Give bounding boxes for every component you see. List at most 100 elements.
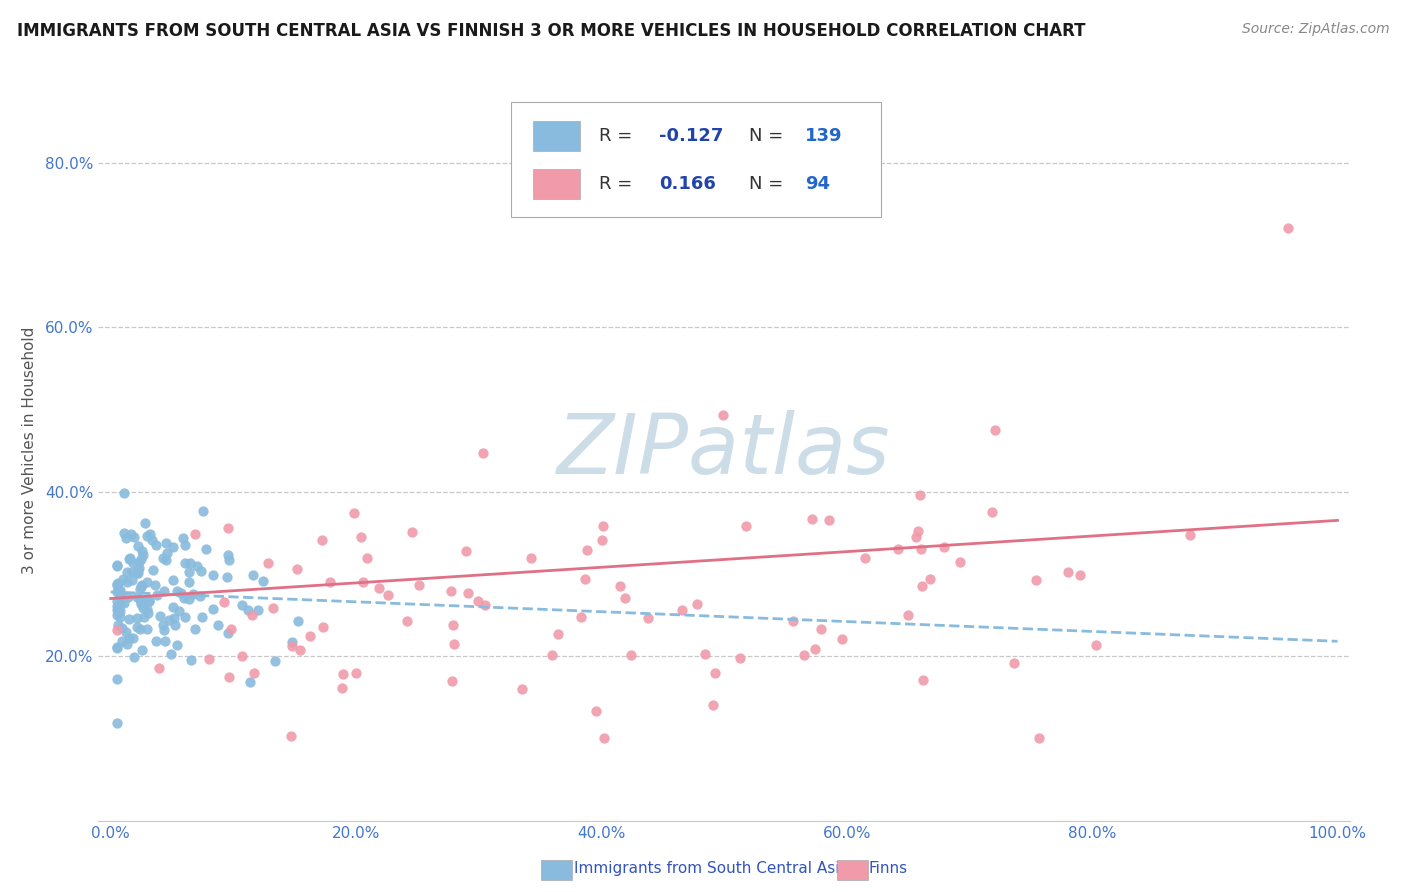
Point bbox=[162, 541, 184, 555]
Point bbox=[569, 609, 592, 624]
Point bbox=[1028, 731, 1050, 746]
Point bbox=[287, 561, 309, 575]
Point bbox=[174, 610, 197, 624]
Point bbox=[152, 584, 174, 599]
Point bbox=[162, 599, 184, 614]
Point bbox=[128, 555, 150, 569]
Point bbox=[356, 551, 378, 566]
Point bbox=[129, 582, 152, 596]
Point bbox=[686, 597, 709, 611]
Point bbox=[157, 613, 180, 627]
Point bbox=[217, 521, 239, 535]
Point bbox=[173, 591, 195, 605]
Point bbox=[520, 551, 543, 566]
Point bbox=[163, 611, 186, 625]
Point bbox=[173, 556, 195, 570]
Point bbox=[352, 575, 374, 590]
Point bbox=[637, 611, 659, 625]
FancyBboxPatch shape bbox=[512, 103, 880, 218]
Point bbox=[332, 667, 354, 681]
Point bbox=[118, 612, 141, 626]
Point bbox=[231, 598, 253, 612]
Point bbox=[801, 512, 824, 526]
Point bbox=[474, 598, 496, 612]
Y-axis label: 3 or more Vehicles in Household: 3 or more Vehicles in Household bbox=[21, 326, 37, 574]
Point bbox=[221, 622, 243, 636]
Point bbox=[810, 623, 832, 637]
Point bbox=[142, 562, 165, 576]
Point bbox=[121, 573, 143, 587]
Point bbox=[1277, 221, 1299, 235]
Point bbox=[613, 591, 636, 605]
Text: 94: 94 bbox=[806, 175, 831, 193]
Point bbox=[122, 556, 145, 570]
Point bbox=[136, 606, 159, 620]
Point bbox=[105, 640, 128, 654]
Text: Source: ZipAtlas.com: Source: ZipAtlas.com bbox=[1241, 22, 1389, 37]
Point bbox=[105, 577, 128, 591]
Point bbox=[136, 601, 159, 615]
Point bbox=[236, 603, 259, 617]
Point bbox=[377, 588, 399, 602]
Point bbox=[108, 610, 131, 624]
Point bbox=[440, 673, 463, 688]
Point bbox=[122, 650, 145, 665]
Point bbox=[887, 541, 910, 556]
Point bbox=[510, 681, 533, 696]
Point bbox=[125, 590, 148, 604]
Point bbox=[107, 641, 129, 656]
Point bbox=[179, 556, 201, 570]
Point bbox=[620, 648, 643, 662]
Point bbox=[162, 573, 184, 587]
Point bbox=[129, 578, 152, 592]
Point bbox=[395, 614, 418, 628]
Point bbox=[804, 642, 827, 657]
Point bbox=[190, 564, 212, 578]
Point bbox=[215, 569, 238, 583]
Point bbox=[246, 603, 269, 617]
Point bbox=[127, 539, 149, 553]
Text: ZIPatlas: ZIPatlas bbox=[557, 410, 891, 491]
Point bbox=[330, 681, 353, 695]
Point bbox=[730, 651, 752, 665]
Point bbox=[1002, 656, 1025, 670]
Point bbox=[145, 588, 167, 602]
Point bbox=[217, 625, 239, 640]
Point bbox=[918, 573, 941, 587]
Point bbox=[408, 578, 430, 592]
Point bbox=[1085, 638, 1108, 652]
Point bbox=[457, 586, 479, 600]
Point bbox=[122, 530, 145, 544]
Point bbox=[134, 595, 156, 609]
Point bbox=[163, 618, 186, 632]
Point bbox=[145, 633, 167, 648]
Text: 0.166: 0.166 bbox=[659, 175, 716, 193]
Point bbox=[122, 631, 145, 645]
Point bbox=[136, 529, 159, 543]
Text: -0.127: -0.127 bbox=[659, 127, 724, 145]
Point bbox=[118, 552, 141, 566]
Point bbox=[108, 582, 131, 597]
Point bbox=[591, 533, 613, 548]
Point bbox=[138, 594, 160, 608]
Point bbox=[264, 654, 287, 668]
Point bbox=[172, 531, 194, 545]
Point bbox=[547, 627, 569, 641]
Point bbox=[105, 558, 128, 572]
Point bbox=[155, 553, 177, 567]
Point bbox=[897, 607, 920, 622]
Point bbox=[312, 620, 335, 634]
Point bbox=[134, 516, 156, 531]
Point bbox=[207, 618, 229, 632]
Point bbox=[110, 604, 132, 618]
Point bbox=[155, 536, 177, 550]
Point bbox=[280, 729, 302, 743]
Point bbox=[585, 704, 607, 718]
Point bbox=[693, 647, 716, 661]
Point bbox=[138, 526, 160, 541]
Point bbox=[817, 513, 839, 527]
Point bbox=[214, 595, 236, 609]
Point bbox=[132, 610, 155, 624]
Point bbox=[112, 526, 135, 541]
Point bbox=[910, 578, 932, 592]
